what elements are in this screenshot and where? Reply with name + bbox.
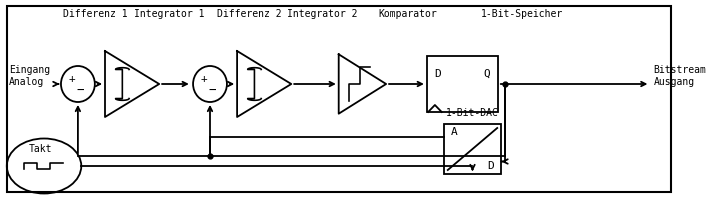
Text: D: D	[434, 69, 441, 79]
Text: Bitstream
Ausgang: Bitstream Ausgang	[653, 65, 707, 87]
Text: Differenz 2: Differenz 2	[218, 9, 282, 19]
Text: 1-Bit-DAC: 1-Bit-DAC	[446, 108, 499, 118]
Text: Integrator 2: Integrator 2	[287, 9, 358, 19]
Text: +: +	[68, 74, 75, 84]
Text: −: −	[77, 84, 84, 97]
Text: A: A	[451, 127, 458, 137]
Bar	[444, 124, 501, 174]
Text: Differenz 1: Differenz 1	[63, 9, 127, 19]
Text: Takt: Takt	[29, 144, 53, 154]
Text: 1-Bit-Speicher: 1-Bit-Speicher	[481, 9, 563, 19]
Text: D: D	[487, 161, 494, 171]
Text: Q: Q	[483, 69, 491, 79]
Text: Komparator: Komparator	[378, 9, 437, 19]
Text: Integrator 1: Integrator 1	[134, 9, 205, 19]
Text: −: −	[209, 84, 216, 97]
Text: Eingang
Analog: Eingang Analog	[9, 65, 50, 87]
Bar	[427, 56, 498, 112]
Text: +: +	[201, 74, 208, 84]
